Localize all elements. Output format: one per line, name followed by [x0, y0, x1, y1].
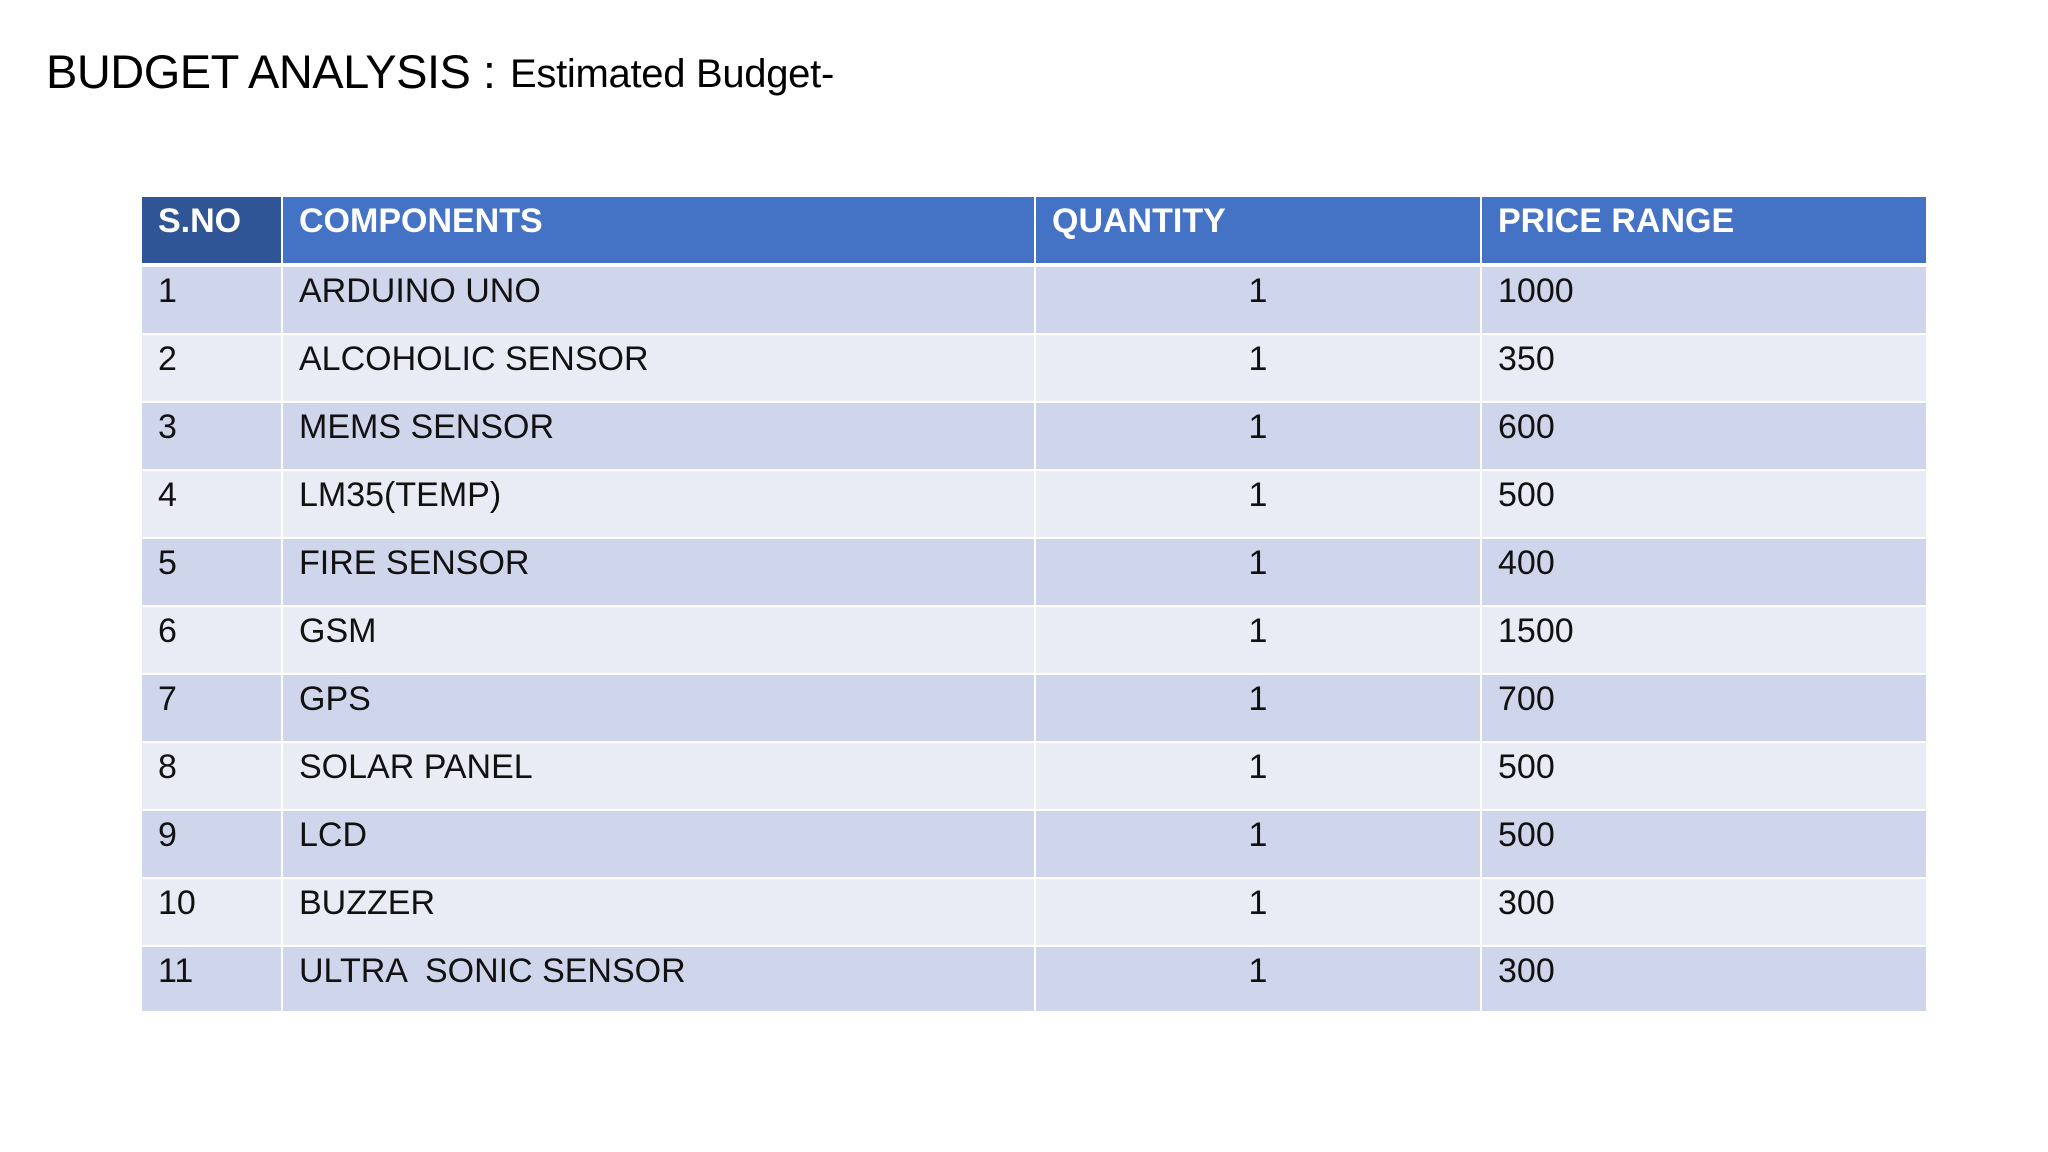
- cell-quantity: 1: [1035, 878, 1482, 947]
- cell-quantity: 1: [1035, 265, 1482, 335]
- cell-component: BUZZER: [282, 878, 1036, 947]
- slide-title: BUDGET ANALYSIS :: [46, 45, 496, 98]
- cell-sno: 10: [142, 878, 283, 947]
- table-row: 9 LCD 1 500: [142, 810, 1926, 879]
- cell-quantity: 1: [1035, 538, 1482, 607]
- cell-quantity: 1: [1035, 946, 1482, 1013]
- table-row: 2 ALCOHOLIC SENSOR 1 350: [142, 334, 1926, 403]
- header-price-range: PRICE RANGE: [1481, 197, 1926, 267]
- cell-component: SOLAR PANEL: [282, 742, 1036, 811]
- cell-sno: 1: [142, 265, 283, 335]
- table-row: 5 FIRE SENSOR 1 400: [142, 538, 1926, 607]
- table-row: 8 SOLAR PANEL 1 500: [142, 742, 1926, 811]
- cell-sno: 8: [142, 742, 283, 811]
- cell-component: GSM: [282, 606, 1036, 675]
- cell-sno: 4: [142, 470, 283, 539]
- table-row: 10 BUZZER 1 300: [142, 878, 1926, 947]
- cell-sno: 7: [142, 674, 283, 743]
- table-row: 11 ULTRA SONIC SENSOR 1 300: [142, 946, 1926, 1013]
- cell-component: ARDUINO UNO: [282, 265, 1036, 335]
- cell-price: 1000: [1481, 265, 1926, 335]
- table-row: 4 LM35(TEMP) 1 500: [142, 470, 1926, 539]
- cell-quantity: 1: [1035, 606, 1482, 675]
- cell-price: 600: [1481, 402, 1926, 471]
- cell-price: 400: [1481, 538, 1926, 607]
- cell-price: 300: [1481, 878, 1926, 947]
- cell-component: MEMS SENSOR: [282, 402, 1036, 471]
- cell-component: FIRE SENSOR: [282, 538, 1036, 607]
- budget-table: S.NO COMPONENTS QUANTITY PRICE RANGE 1 A…: [142, 197, 1926, 1013]
- cell-sno: 6: [142, 606, 283, 675]
- header-components: COMPONENTS: [282, 197, 1036, 267]
- cell-price: 300: [1481, 946, 1926, 1013]
- cell-sno: 3: [142, 402, 283, 471]
- cell-sno: 9: [142, 810, 283, 879]
- cell-price: 1500: [1481, 606, 1926, 675]
- cell-quantity: 1: [1035, 810, 1482, 879]
- cell-quantity: 1: [1035, 674, 1482, 743]
- cell-quantity: 1: [1035, 470, 1482, 539]
- cell-quantity: 1: [1035, 402, 1482, 471]
- table-row: 3 MEMS SENSOR 1 600: [142, 402, 1926, 471]
- table-row: 7 GPS 1 700: [142, 674, 1926, 743]
- header-sno: S.NO: [142, 197, 283, 267]
- header-quantity: QUANTITY: [1035, 197, 1482, 267]
- cell-component: ULTRA SONIC SENSOR: [282, 946, 1036, 1013]
- cell-quantity: 1: [1035, 334, 1482, 403]
- cell-component: LCD: [282, 810, 1036, 879]
- cell-price: 500: [1481, 742, 1926, 811]
- cell-price: 350: [1481, 334, 1926, 403]
- cell-component: ALCOHOLIC SENSOR: [282, 334, 1036, 403]
- cell-price: 700: [1481, 674, 1926, 743]
- table-row: 1 ARDUINO UNO 1 1000: [142, 265, 1926, 335]
- cell-component: GPS: [282, 674, 1036, 743]
- cell-price: 500: [1481, 810, 1926, 879]
- cell-component: LM35(TEMP): [282, 470, 1036, 539]
- cell-price: 500: [1481, 470, 1926, 539]
- slide-subtitle: Estimated Budget-: [510, 52, 834, 96]
- cell-sno: 5: [142, 538, 283, 607]
- cell-sno: 2: [142, 334, 283, 403]
- table-header-row: S.NO COMPONENTS QUANTITY PRICE RANGE: [142, 197, 1926, 267]
- table-row: 6 GSM 1 1500: [142, 606, 1926, 675]
- cell-quantity: 1: [1035, 742, 1482, 811]
- cell-sno: 11: [142, 946, 283, 1013]
